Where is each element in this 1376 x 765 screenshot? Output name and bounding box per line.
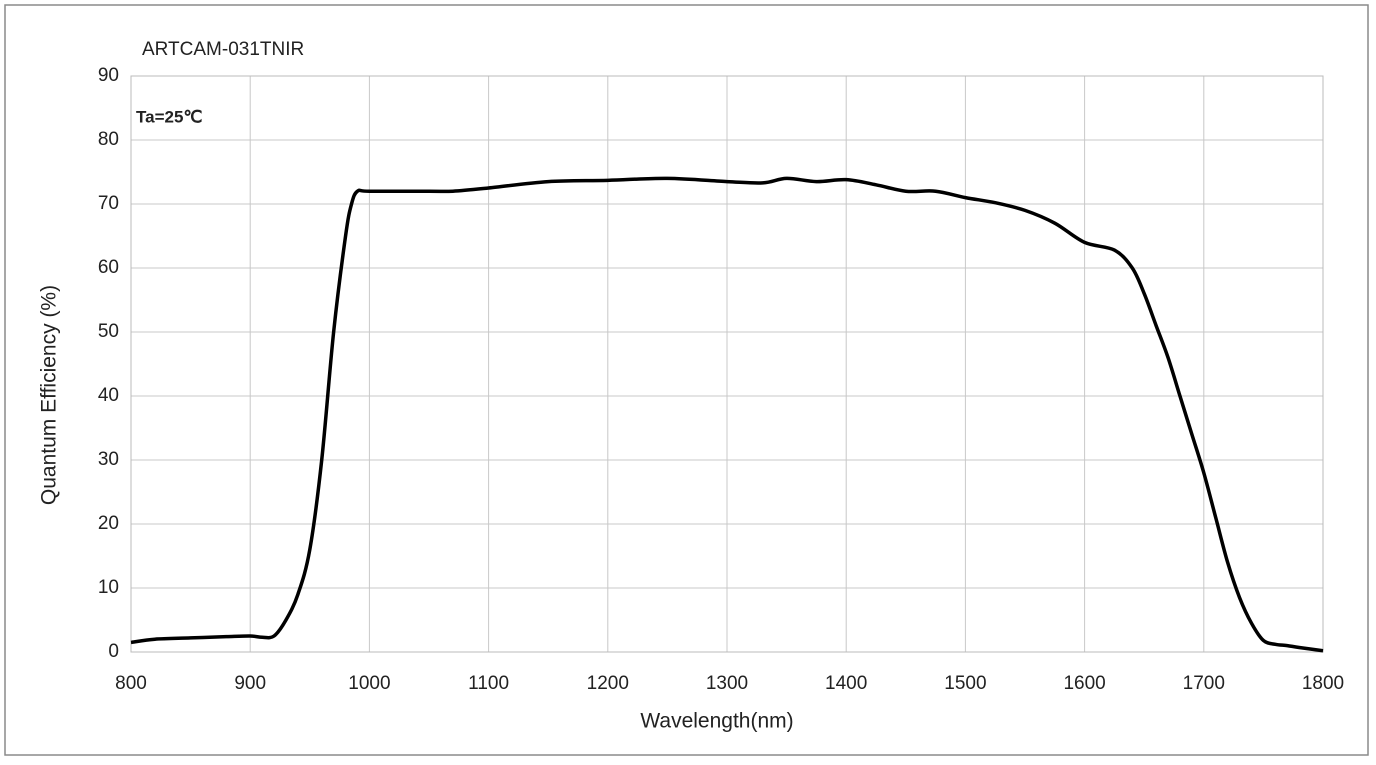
y-tick-label: 70	[98, 193, 119, 214]
y-tick-label: 30	[98, 449, 119, 470]
y-axis-label: Quantum Efficiency (%)	[38, 285, 61, 505]
x-tick-label: 1200	[587, 673, 629, 694]
annotation: Ta=25℃	[136, 107, 203, 126]
grid	[130, 75, 1324, 653]
x-tick-label: 1700	[1183, 673, 1225, 694]
x-tick-label: 1800	[1302, 673, 1344, 694]
y-tick-label: 10	[98, 577, 119, 598]
plot-border	[130, 75, 1324, 653]
chart-title: ARTCAM-031TNIR	[142, 39, 304, 60]
x-tick-label: 800	[115, 673, 147, 694]
x-tick-label: 1000	[348, 673, 390, 694]
x-tick-label: 900	[234, 673, 266, 694]
data-line	[130, 176, 1324, 653]
y-tick-label: 80	[98, 129, 119, 150]
y-tick-label: 90	[98, 65, 119, 86]
x-tick-label: 1300	[706, 673, 748, 694]
x-tick-label: 1600	[1063, 673, 1105, 694]
y-tick-label: 40	[98, 385, 119, 406]
y-tick-label: 50	[98, 321, 119, 342]
chart-frame	[4, 4, 1369, 756]
x-axis-label: Wavelength(nm)	[640, 710, 793, 733]
y-tick-label: 20	[98, 513, 119, 534]
y-tick-label: 60	[98, 257, 119, 278]
y-tick-label: 0	[108, 641, 119, 662]
x-tick-label: 1400	[825, 673, 867, 694]
x-tick-label: 1500	[944, 673, 986, 694]
x-tick-label: 1100	[468, 673, 509, 694]
